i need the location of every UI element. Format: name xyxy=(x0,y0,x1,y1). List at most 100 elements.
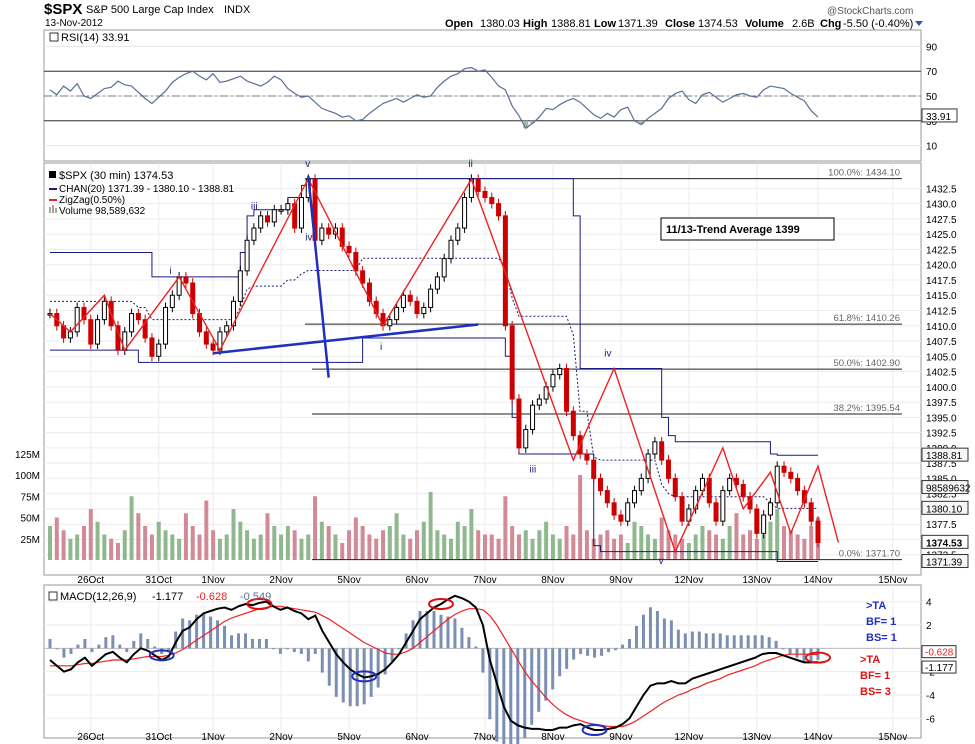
price-y-tick-label: 1420.0 xyxy=(926,261,957,272)
high-value: 1388.81 xyxy=(551,18,591,30)
candle-body xyxy=(81,306,87,321)
chevron-down-icon[interactable] xyxy=(915,21,923,26)
legend-zigzag: ZigZag(0.50%) xyxy=(59,195,125,206)
wave-label: v xyxy=(659,556,664,567)
candle-body xyxy=(156,343,162,357)
macd-histogram-bar xyxy=(523,648,527,738)
volume-bar xyxy=(306,534,311,560)
candle-body xyxy=(258,215,264,229)
chg-value: -5.50 (-0.40%) xyxy=(843,18,913,30)
macd-right-label-box xyxy=(921,645,957,659)
annot-blue-bs: BS= 1 xyxy=(866,632,897,644)
macd-histogram-bar xyxy=(237,633,241,649)
rsi-tick-label: 10 xyxy=(926,142,938,153)
symbol: $SPX xyxy=(44,1,82,18)
macd-histogram-bar xyxy=(432,611,436,649)
crossover-ellipse xyxy=(351,670,378,683)
fibonacci-label: 61.8%: 1410.26 xyxy=(833,313,900,324)
volume-bar xyxy=(584,530,589,560)
rsi-tick-label: 70 xyxy=(926,67,938,78)
macd-histogram-bar xyxy=(90,648,94,653)
macd-y-tick-label: 2 xyxy=(926,621,932,632)
volume-bar xyxy=(476,530,481,560)
candle-body xyxy=(550,374,556,388)
volume-bar xyxy=(646,534,651,560)
macd-x-tick-label: 6Nov xyxy=(405,732,428,743)
candle-body xyxy=(169,294,175,308)
candle-body xyxy=(224,325,230,333)
volume-bar xyxy=(523,530,528,560)
price-y-tick-label: 1400.0 xyxy=(926,383,957,394)
channel-lower-line xyxy=(50,337,818,562)
volume-bar xyxy=(544,521,549,560)
candle-body xyxy=(489,197,495,205)
macd-histogram-bar xyxy=(181,618,185,649)
macd-histogram-bar xyxy=(453,618,457,649)
macd-right-label-box xyxy=(921,660,957,674)
macd-histogram-bar xyxy=(250,639,254,649)
volume-bar xyxy=(279,534,284,560)
candle-body xyxy=(618,514,624,522)
volume-bar xyxy=(768,521,773,560)
volume-bar xyxy=(387,526,392,560)
annot-red-ta: >TA xyxy=(860,654,880,666)
volume-bar xyxy=(258,534,263,560)
price-x-tick-label: 6Nov xyxy=(405,575,428,586)
volume-bar xyxy=(632,521,637,560)
volume-bar xyxy=(340,543,345,560)
macd-annotations: >TA BF= 1 BS= 1 >TA BF= 1 BS= 3 xyxy=(860,600,897,698)
macd-histogram-bar xyxy=(139,633,143,649)
macd-histogram-bar xyxy=(711,633,715,649)
volume-bar xyxy=(238,521,243,560)
candle-body xyxy=(428,288,434,308)
candle-body xyxy=(455,227,461,241)
macd-histogram-bar xyxy=(243,633,247,649)
macd-name: MACD(12,26,9) xyxy=(60,591,136,603)
volume-bar xyxy=(802,538,807,560)
macd-histogram-bar xyxy=(558,648,562,677)
macd-histogram-bar xyxy=(516,648,520,744)
volume-bar xyxy=(775,509,780,560)
right-label: 1388.81 xyxy=(926,451,963,462)
macd-histogram-bar xyxy=(662,618,666,649)
volume-bar xyxy=(102,534,107,560)
candle-body xyxy=(598,477,604,492)
volume-bar xyxy=(319,521,324,560)
exchange: INDX xyxy=(224,4,251,16)
trend-average-annotation: 11/13-Trend Average 1399 xyxy=(660,217,835,241)
macd-histogram-bar xyxy=(767,637,771,649)
trendline-drop xyxy=(307,176,330,378)
volume-bar xyxy=(190,526,195,560)
rsi-tick-label: 90 xyxy=(926,42,938,53)
candle-body xyxy=(448,239,454,260)
candle-body xyxy=(781,465,787,473)
candle-body xyxy=(326,227,332,235)
right-label-box xyxy=(921,554,969,569)
volume-bar xyxy=(550,534,555,560)
volume-bar xyxy=(666,530,671,560)
macd-histogram-bar xyxy=(739,635,743,649)
macd-x-tick-label: 7Nov xyxy=(473,732,496,743)
volume-bar xyxy=(68,538,73,560)
volume-tick-label: 125M xyxy=(15,450,40,461)
candle-body xyxy=(285,203,291,211)
price-y-tick-label: 1412.5 xyxy=(926,306,957,317)
macd-histogram-bar xyxy=(167,648,171,651)
candle-body xyxy=(271,209,277,223)
macd-histogram-bar xyxy=(795,648,799,658)
volume-bar xyxy=(415,530,420,560)
candle-body xyxy=(754,508,760,534)
trendline-bottom xyxy=(212,323,479,355)
volume-bar xyxy=(292,530,297,560)
volume-bar xyxy=(217,538,222,560)
macd-histogram-bar xyxy=(83,639,87,649)
volume-bar xyxy=(571,534,576,560)
price-layer: 26Oct 26Oct 31Oct 31Oct 1Nov 1Nov 2Nov 2Nov 5Nov… xyxy=(15,159,971,743)
candle-body xyxy=(74,306,80,333)
volume-bar xyxy=(367,534,372,560)
volume-bar xyxy=(272,526,277,560)
macd-histogram-bar xyxy=(257,639,261,649)
rsi-line xyxy=(49,66,819,130)
macd-histogram-bar xyxy=(502,648,506,744)
price-y-tick-label: 1425.0 xyxy=(926,230,957,241)
